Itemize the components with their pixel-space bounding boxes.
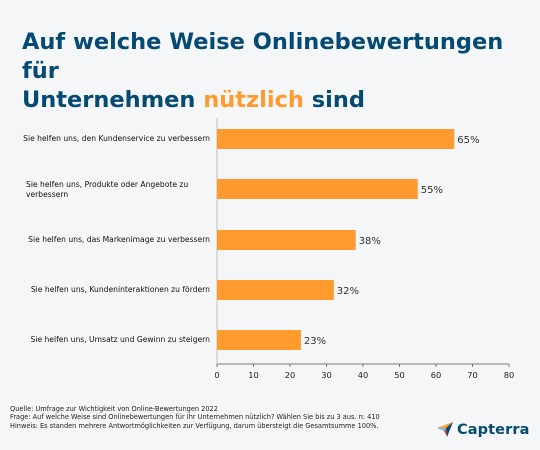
category-label: Sie helfen uns, den Kundenservice zu ver… bbox=[23, 134, 210, 143]
bar bbox=[217, 179, 418, 199]
bar-chart: 0 10 20 30 40 50 60 70 80 65% 55% 38% 32% 23% bbox=[214, 118, 515, 380]
bar-value-label: 38% bbox=[359, 236, 381, 247]
bar bbox=[217, 280, 334, 300]
footer-question: Frage: Auf welche Weise sind Onlinebewer… bbox=[10, 413, 380, 422]
bar bbox=[217, 230, 356, 250]
x-tick-label: 60 bbox=[431, 370, 442, 380]
bar bbox=[217, 330, 301, 350]
title-part1: Auf welche Weise Onlinebewertungen für bbox=[22, 29, 504, 84]
category-label: Sie helfen uns, Umsatz und Gewinn zu ste… bbox=[30, 335, 210, 344]
category-label: Sie helfen uns, das Markenimage zu verbe… bbox=[28, 235, 210, 244]
x-tick-label: 70 bbox=[467, 370, 478, 380]
bar-value-label: 32% bbox=[337, 286, 359, 297]
category-label: Sie helfen uns, Kundeninteraktionen zu f… bbox=[30, 285, 210, 294]
title-part3: sind bbox=[311, 87, 366, 113]
footer-notes: Quelle: Umfrage zur Wichtigkeit von Onli… bbox=[10, 405, 430, 430]
x-tick-label: 40 bbox=[358, 370, 369, 380]
x-tick-label: 50 bbox=[394, 370, 405, 380]
x-tick-label: 20 bbox=[285, 370, 296, 380]
bar bbox=[217, 129, 455, 149]
footer-note: Hinweis: Es standen mehrere Antwortmögli… bbox=[10, 421, 379, 430]
footer-source: Quelle: Umfrage zur Wichtigkeit von Onli… bbox=[10, 405, 218, 413]
title-highlight: nützlich bbox=[203, 87, 304, 113]
chart-title: Auf welche Weise Onlinebewertungen für Un… bbox=[22, 28, 522, 115]
logo-text: Capterra bbox=[457, 422, 530, 438]
bar-value-label: 65% bbox=[457, 135, 479, 146]
capterra-logo: Capterra bbox=[436, 420, 529, 440]
title-part2: Unternehmen bbox=[22, 87, 196, 113]
x-tick-label: 80 bbox=[504, 370, 515, 380]
bar-value-label: 55% bbox=[421, 185, 443, 196]
category-label: Sie helfen uns, Produkte oder Angebote z… bbox=[26, 180, 189, 199]
capterra-arrow-icon bbox=[437, 422, 453, 437]
x-tick-label: 30 bbox=[321, 370, 332, 380]
x-tick-label: 10 bbox=[248, 370, 259, 380]
x-tick-label: 0 bbox=[214, 370, 219, 380]
bar-value-label: 23% bbox=[304, 336, 326, 347]
